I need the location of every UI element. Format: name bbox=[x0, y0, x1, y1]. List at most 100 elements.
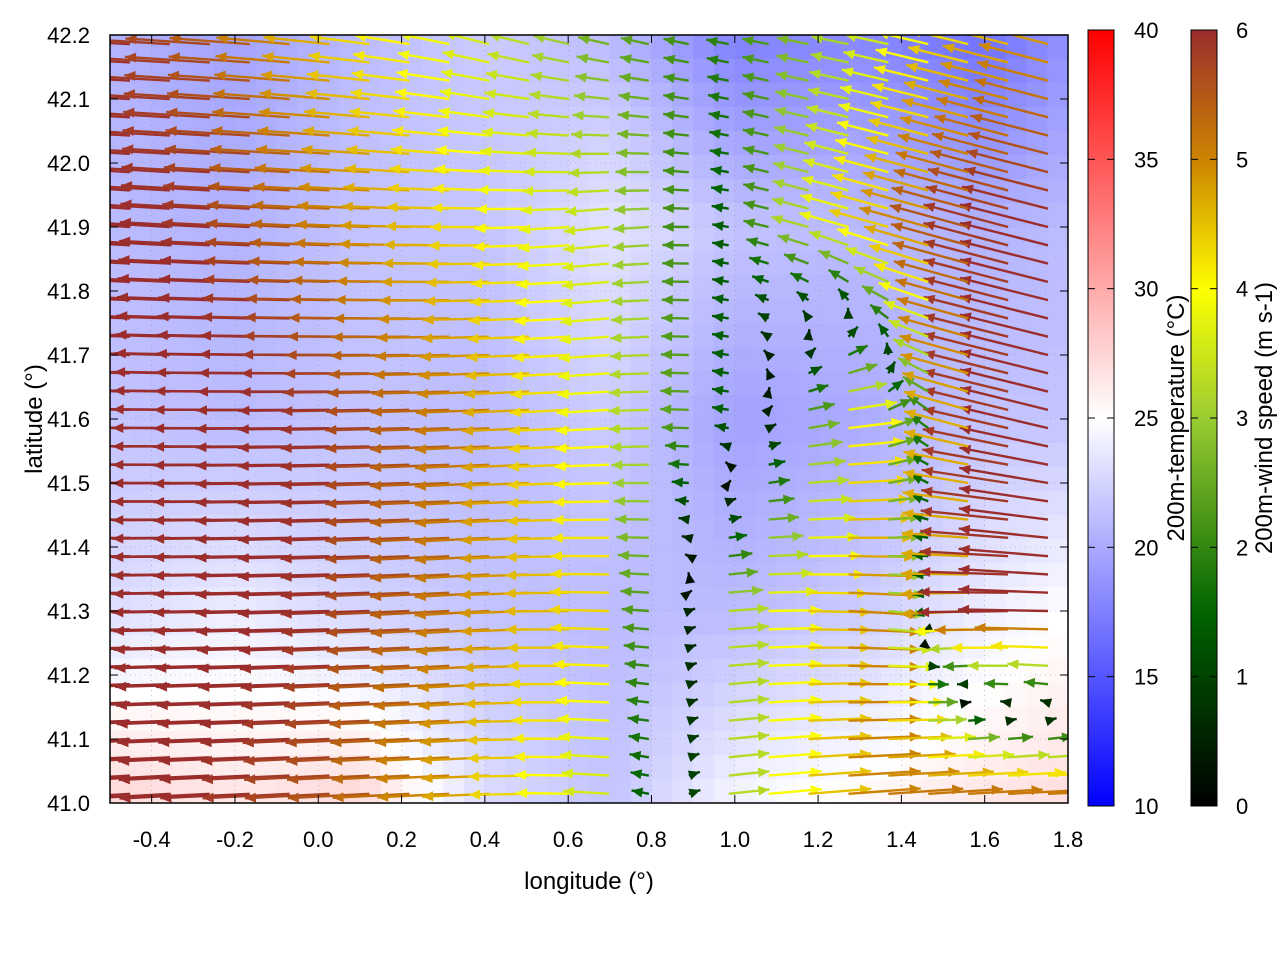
temperature-cell bbox=[922, 731, 944, 756]
temperature-cell bbox=[547, 323, 569, 348]
wind-arrow bbox=[211, 126, 290, 137]
wind-arrow bbox=[561, 279, 610, 290]
wind-arrow bbox=[921, 486, 1009, 503]
wind-arrow bbox=[616, 148, 649, 159]
wind-arrow bbox=[614, 185, 649, 196]
wind-arrow-head bbox=[761, 405, 773, 418]
wind-arrow-head bbox=[964, 732, 976, 743]
wind-arrow-head bbox=[895, 278, 908, 288]
wind-arrow-head bbox=[517, 260, 529, 271]
wind-arrow bbox=[922, 426, 1009, 448]
wind-arrow-head bbox=[72, 460, 83, 470]
wind-arrow bbox=[910, 473, 929, 485]
x-axis-label: longitude (°) bbox=[524, 868, 654, 895]
wind-arrow-head bbox=[740, 549, 753, 560]
temperature-cell bbox=[630, 59, 653, 84]
wind-arrow-head bbox=[210, 144, 222, 155]
wind-arrow-shaft bbox=[110, 279, 131, 284]
wind-arrow-head bbox=[422, 314, 434, 325]
wind-arrow bbox=[613, 204, 649, 215]
wind-arrow bbox=[808, 494, 853, 505]
wind-arrow-head bbox=[763, 350, 776, 362]
wind-arrow-shaft bbox=[376, 774, 450, 781]
wind-arrow bbox=[120, 181, 210, 192]
temperature-cell bbox=[110, 155, 132, 180]
temperature-cell bbox=[651, 515, 673, 540]
temperature-cell bbox=[693, 371, 715, 396]
wind-arrow bbox=[905, 62, 969, 82]
wind-arrow bbox=[213, 89, 290, 101]
wind-arrow bbox=[892, 240, 969, 265]
wind-arrow-head bbox=[622, 623, 635, 634]
wind-arrow bbox=[877, 322, 890, 338]
wind-arrow-head bbox=[112, 441, 124, 452]
temperature-cell bbox=[484, 707, 507, 732]
temperature-cell bbox=[651, 251, 673, 276]
wind-arrow-head bbox=[237, 608, 249, 619]
wind-arrow-head bbox=[281, 627, 293, 638]
wind-arrow-head bbox=[806, 104, 819, 115]
temperature-cell bbox=[568, 587, 590, 612]
wind-arrow-head bbox=[212, 107, 224, 118]
temperature-cell bbox=[443, 347, 465, 372]
wind-arrow-head bbox=[116, 292, 129, 303]
wind-arrow bbox=[663, 73, 689, 84]
temperature-cell bbox=[193, 155, 215, 180]
wind-arrow-head bbox=[742, 127, 755, 138]
wind-arrow bbox=[841, 67, 889, 82]
wind-arrow-shaft bbox=[286, 774, 370, 781]
wind-arrow bbox=[848, 362, 878, 375]
wind-arrow-head bbox=[461, 644, 473, 655]
wind-arrow-shaft bbox=[280, 463, 370, 468]
temperature-cell bbox=[484, 155, 507, 180]
temperature-cell bbox=[1047, 707, 1068, 732]
wind-arrow-head bbox=[921, 466, 934, 477]
wind-arrow bbox=[903, 429, 969, 448]
wind-arrow-head bbox=[967, 660, 979, 671]
temperature-cell bbox=[797, 611, 819, 636]
grid bbox=[110, 35, 1068, 803]
wind-arrow-head bbox=[923, 294, 936, 305]
wind-arrow bbox=[159, 255, 250, 266]
wind-arrow-shaft bbox=[922, 448, 1009, 466]
wind-arrow bbox=[742, 109, 769, 119]
wind-arrow-shaft bbox=[414, 518, 490, 525]
wind-arrow-head bbox=[959, 484, 971, 495]
temperature-cell bbox=[651, 563, 673, 588]
wind-arrow-head bbox=[764, 424, 777, 434]
wind-arrow-head bbox=[868, 117, 881, 128]
temperature-cell bbox=[859, 755, 882, 780]
wind-arrow bbox=[968, 715, 986, 726]
wind-arrow-head bbox=[576, 53, 589, 64]
wind-arrow bbox=[553, 497, 609, 508]
temperature-cell bbox=[693, 395, 715, 420]
wind-arrow bbox=[903, 449, 969, 466]
wind-arrow-head bbox=[529, 90, 541, 101]
temperature-cell bbox=[255, 179, 278, 204]
wind-arrow-head bbox=[516, 788, 528, 799]
wind-arrow-shaft bbox=[237, 609, 330, 615]
temperature-cell bbox=[297, 227, 319, 252]
wind-arrow-head bbox=[481, 127, 493, 138]
wind-arrow-head bbox=[662, 203, 674, 214]
wind-arrow-head bbox=[354, 35, 366, 42]
wind-arrow-head bbox=[979, 42, 992, 53]
temperature-cell bbox=[838, 251, 861, 276]
wind-arrow bbox=[160, 792, 250, 803]
wind-arrow-head bbox=[942, 661, 954, 672]
wind-arrow-head bbox=[776, 35, 789, 45]
wind-arrow bbox=[566, 187, 610, 198]
temperature-cell bbox=[234, 227, 257, 252]
temperature-cell bbox=[672, 371, 694, 396]
temperature-cell bbox=[1026, 755, 1048, 780]
wind-arrow-head bbox=[729, 514, 742, 524]
temperature-cell bbox=[713, 515, 736, 540]
wind-arrow bbox=[243, 755, 330, 766]
temperature-cell bbox=[1047, 179, 1068, 204]
wind-arrow-head bbox=[216, 35, 228, 44]
wind-arrow bbox=[959, 698, 972, 709]
wind-arrow-head bbox=[460, 535, 472, 546]
wind-arrow-head bbox=[207, 200, 219, 211]
temperature-cell bbox=[713, 539, 736, 564]
wind-arrow-head bbox=[1000, 697, 1012, 708]
